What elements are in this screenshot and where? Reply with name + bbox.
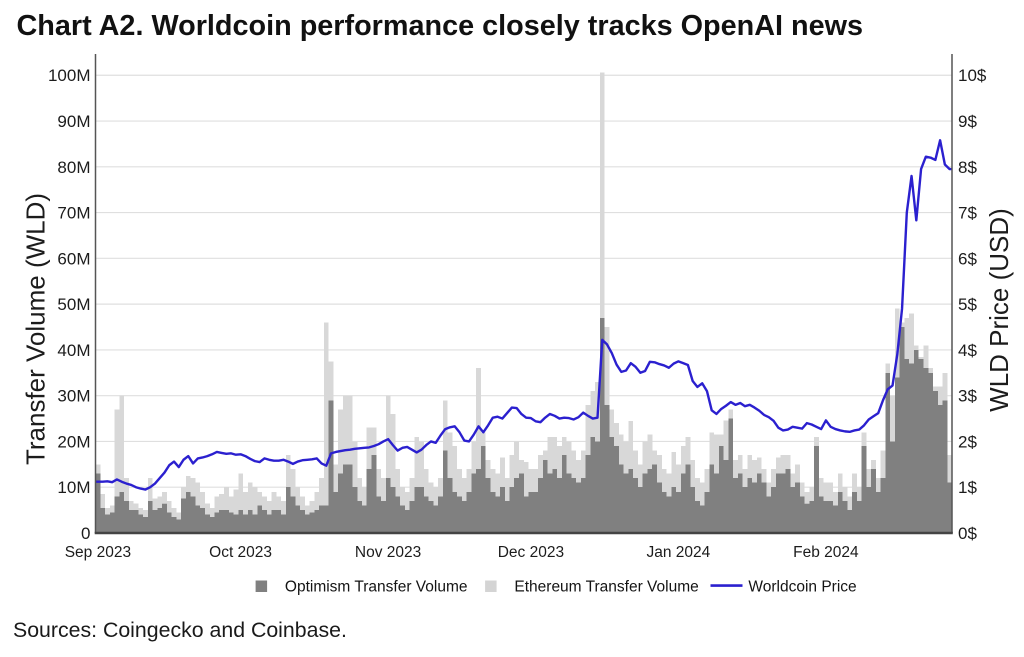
svg-text:Nov 2023: Nov 2023 bbox=[355, 544, 421, 561]
svg-text:7$: 7$ bbox=[958, 204, 977, 223]
svg-text:Transfer Volume (WLD): Transfer Volume (WLD) bbox=[21, 193, 51, 465]
svg-text:6$: 6$ bbox=[958, 249, 977, 268]
svg-text:70M: 70M bbox=[57, 204, 90, 223]
svg-text:20M: 20M bbox=[57, 432, 90, 451]
svg-text:Worldcoin Price: Worldcoin Price bbox=[748, 579, 856, 596]
svg-text:60M: 60M bbox=[57, 249, 90, 268]
svg-text:Sep 2023: Sep 2023 bbox=[65, 544, 131, 561]
svg-text:0$: 0$ bbox=[958, 524, 977, 543]
svg-text:4$: 4$ bbox=[958, 341, 977, 360]
svg-text:Feb 2024: Feb 2024 bbox=[793, 544, 859, 561]
svg-text:5$: 5$ bbox=[958, 295, 977, 314]
svg-text:Ethereum Transfer Volume: Ethereum Transfer Volume bbox=[514, 579, 698, 596]
svg-text:80M: 80M bbox=[57, 158, 90, 177]
svg-text:3$: 3$ bbox=[958, 387, 977, 406]
svg-text:100M: 100M bbox=[48, 66, 91, 85]
svg-text:Dec 2023: Dec 2023 bbox=[498, 544, 564, 561]
svg-text:Optimism Transfer Volume: Optimism Transfer Volume bbox=[285, 579, 468, 596]
svg-text:40M: 40M bbox=[57, 341, 90, 360]
svg-text:Jan 2024: Jan 2024 bbox=[647, 544, 711, 561]
svg-text:50M: 50M bbox=[57, 295, 90, 314]
svg-text:10M: 10M bbox=[57, 478, 90, 497]
svg-text:1$: 1$ bbox=[958, 478, 977, 497]
svg-text:WLD Price (USD): WLD Price (USD) bbox=[984, 208, 1014, 412]
svg-text:90M: 90M bbox=[57, 112, 90, 131]
svg-text:Oct 2023: Oct 2023 bbox=[209, 544, 272, 561]
svg-text:8$: 8$ bbox=[958, 158, 977, 177]
svg-text:30M: 30M bbox=[57, 387, 90, 406]
svg-text:9$: 9$ bbox=[958, 112, 977, 131]
svg-text:2$: 2$ bbox=[958, 432, 977, 451]
svg-text:10$: 10$ bbox=[958, 66, 987, 85]
svg-text:0: 0 bbox=[81, 524, 90, 543]
